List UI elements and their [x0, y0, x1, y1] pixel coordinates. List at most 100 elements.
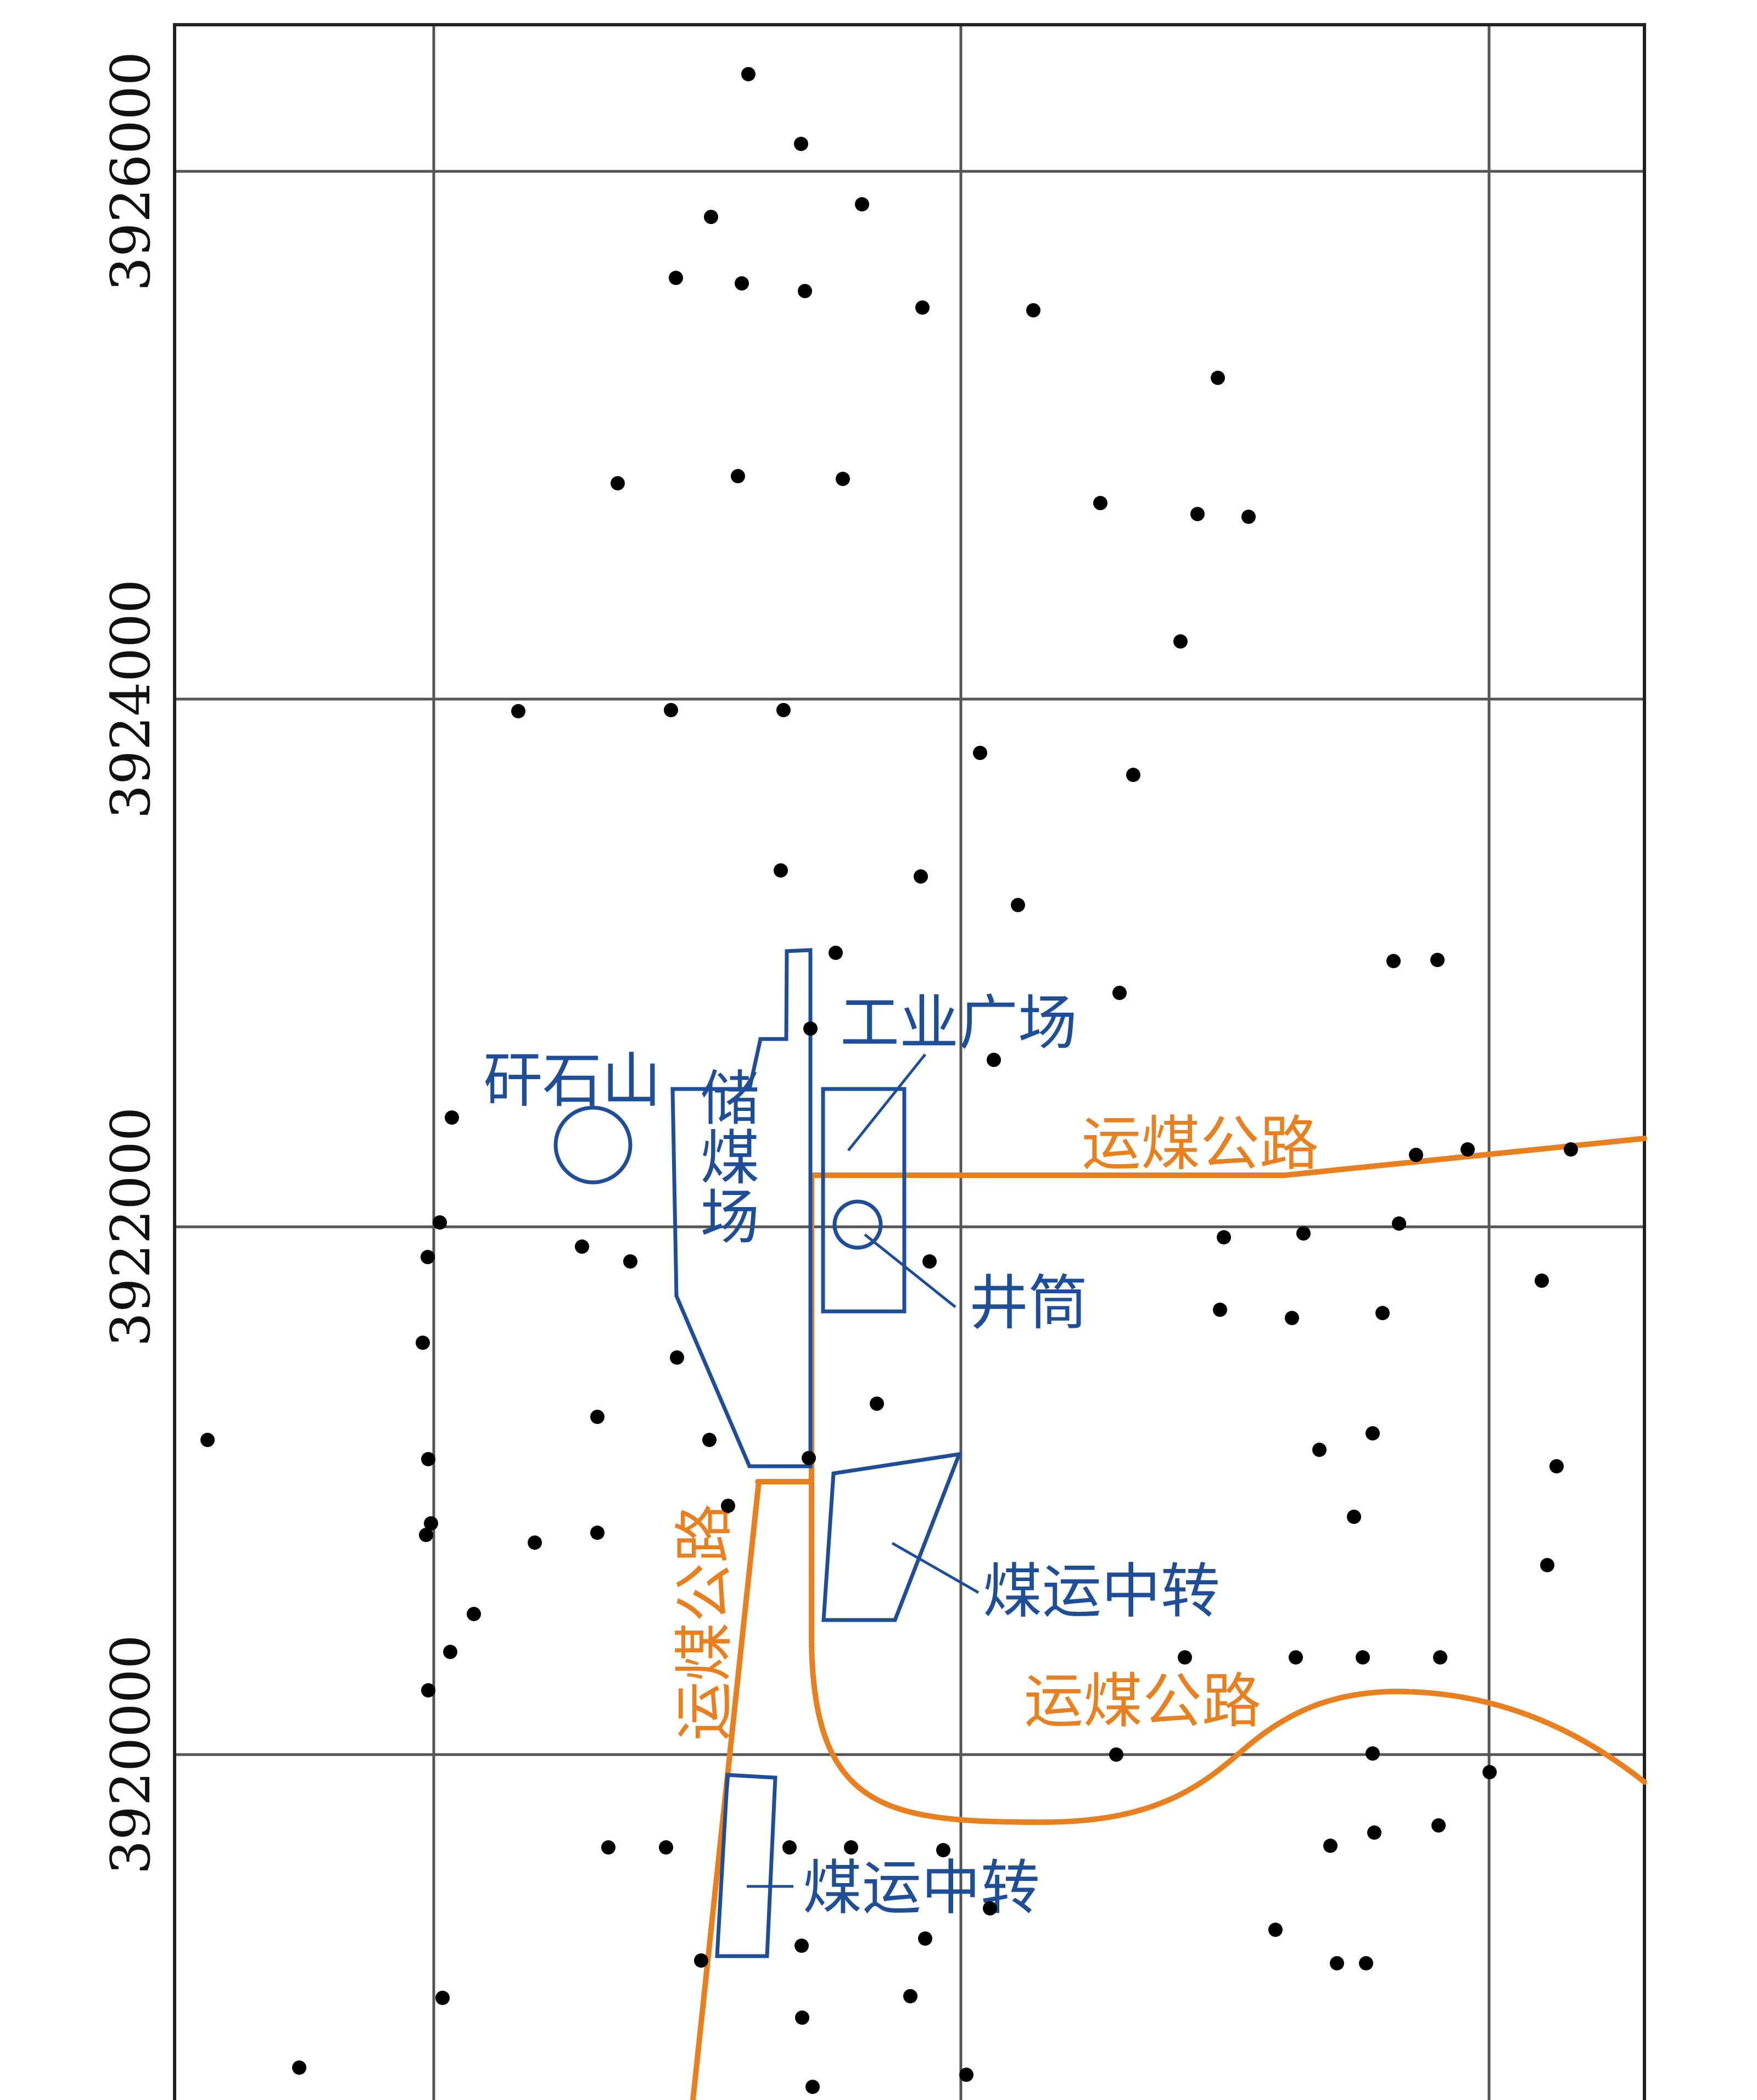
transfer-station-1-outline: [821, 1451, 963, 1622]
borehole-dot: [1312, 1443, 1327, 1457]
borehole-dot: [421, 1683, 435, 1697]
borehole-dot: [914, 869, 928, 884]
borehole-dot: [1366, 1746, 1380, 1761]
shaft-circle: [832, 1199, 883, 1250]
borehole-dot: [1366, 1426, 1380, 1440]
map-frame: [173, 23, 1646, 2100]
borehole-dot: [1011, 898, 1025, 912]
borehole-dot: [1431, 1818, 1446, 1833]
borehole-dot: [1386, 954, 1401, 968]
borehole-dot: [435, 1991, 450, 2005]
borehole-dot: [1433, 1650, 1447, 1665]
borehole-dot: [1211, 371, 1225, 385]
industrial-square-label: 工业广场: [840, 989, 1077, 1058]
borehole-dot: [836, 472, 850, 486]
borehole-dot: [1461, 1142, 1475, 1157]
borehole-dot: [795, 2010, 809, 2025]
borehole-dot: [1367, 1825, 1381, 1840]
transfer-station-2-outline: [715, 1773, 777, 1958]
borehole-dot: [803, 1021, 818, 1036]
borehole-dot: [694, 1953, 708, 1968]
borehole-dot: [669, 271, 683, 285]
borehole-dot: [987, 1053, 1001, 1067]
borehole-dot: [983, 1901, 997, 1915]
borehole-dot: [1347, 1510, 1361, 1524]
borehole-dot: [443, 1645, 457, 1659]
borehole-dot: [1323, 1839, 1338, 1853]
shaft-label: 井筒: [969, 1269, 1088, 1338]
transfer-station-1-leader: [891, 1542, 980, 1594]
borehole-dot: [575, 1239, 589, 1254]
borehole-dot: [1359, 1956, 1373, 1970]
borehole-dot: [1430, 953, 1445, 967]
borehole-dot: [1093, 496, 1107, 510]
borehole-dot: [1482, 1765, 1497, 1779]
borehole-dot: [1285, 1311, 1299, 1325]
transfer-station-2-label: 煤运中转: [803, 1854, 1040, 1923]
borehole-dot: [421, 1250, 435, 1264]
borehole-dot: [623, 1254, 637, 1269]
borehole-dot: [735, 276, 749, 291]
borehole-dot: [805, 2080, 820, 2094]
facilities: [553, 948, 980, 1958]
borehole-dot: [590, 1526, 605, 1540]
y-axis-labels: 3926000 3924000 3922000 3920000: [100, 52, 163, 1874]
gangue-hill-label: 矸石山: [483, 1047, 661, 1115]
coal-road-east: [809, 1136, 1647, 1178]
borehole-dot: [1190, 507, 1205, 521]
borehole-dot: [922, 1254, 937, 1269]
borehole-dot: [936, 1843, 950, 1857]
borehole-dot: [1173, 634, 1188, 649]
borehole-dot: [704, 210, 718, 224]
coal-road-south-label: 运煤公路: [1024, 1667, 1261, 1736]
borehole-dot: [1549, 1459, 1564, 1473]
borehole-dot: [794, 1939, 809, 1953]
borehole-dot: [1268, 1923, 1283, 1937]
y-axis-label: 3926000: [100, 52, 163, 291]
borehole-dot: [611, 476, 625, 490]
coal-road-vertical-label: 运煤公路: [670, 1504, 739, 1741]
borehole-dot: [292, 2060, 306, 2075]
borehole-dot: [664, 703, 678, 717]
borehole-dot: [424, 1516, 438, 1531]
borehole-dot: [416, 1336, 430, 1350]
borehole-dot: [1213, 1303, 1227, 1317]
borehole-dot: [870, 1397, 884, 1411]
industrial-square-leader: [847, 1053, 926, 1152]
borehole-dot: [1375, 1306, 1390, 1320]
borehole-dot: [659, 1840, 673, 1855]
borehole-dot: [445, 1110, 459, 1125]
borehole-dot: [776, 703, 791, 717]
borehole-dot: [1409, 1148, 1423, 1162]
borehole-dot: [1217, 1230, 1231, 1244]
borehole-dot: [1289, 1650, 1303, 1665]
gangue-hill-circle: [553, 1105, 633, 1185]
industrial-square-outline: [821, 1087, 907, 1314]
borehole-dot: [1241, 510, 1256, 524]
borehole-dot: [601, 1840, 615, 1855]
borehole-dot: [774, 863, 788, 878]
grid: [175, 25, 1644, 2100]
coal-road-east-label: 运煤公路: [1082, 1110, 1319, 1179]
borehole-dot: [467, 1607, 481, 1621]
boreholes: [200, 67, 1578, 2094]
coal-road-south-curve: [809, 1172, 1647, 1825]
borehole-dot: [511, 704, 525, 718]
borehole-dot: [915, 300, 930, 315]
borehole-dot: [973, 746, 987, 760]
borehole-dot: [1112, 986, 1127, 1000]
borehole-dot: [590, 1410, 605, 1424]
y-axis-label: 3924000: [100, 579, 163, 819]
borehole-dot: [802, 1451, 816, 1465]
borehole-dot: [918, 1931, 932, 1946]
borehole-dot: [1109, 1747, 1123, 1762]
borehole-dot: [419, 1528, 433, 1542]
borehole-dot: [670, 1350, 684, 1365]
borehole-dot: [721, 1499, 735, 1513]
borehole-dot: [794, 137, 808, 151]
borehole-dot: [855, 197, 869, 211]
borehole-dot: [1392, 1216, 1406, 1231]
borehole-dot: [528, 1535, 542, 1550]
coal-storage-label: 储煤场: [691, 1067, 759, 1245]
